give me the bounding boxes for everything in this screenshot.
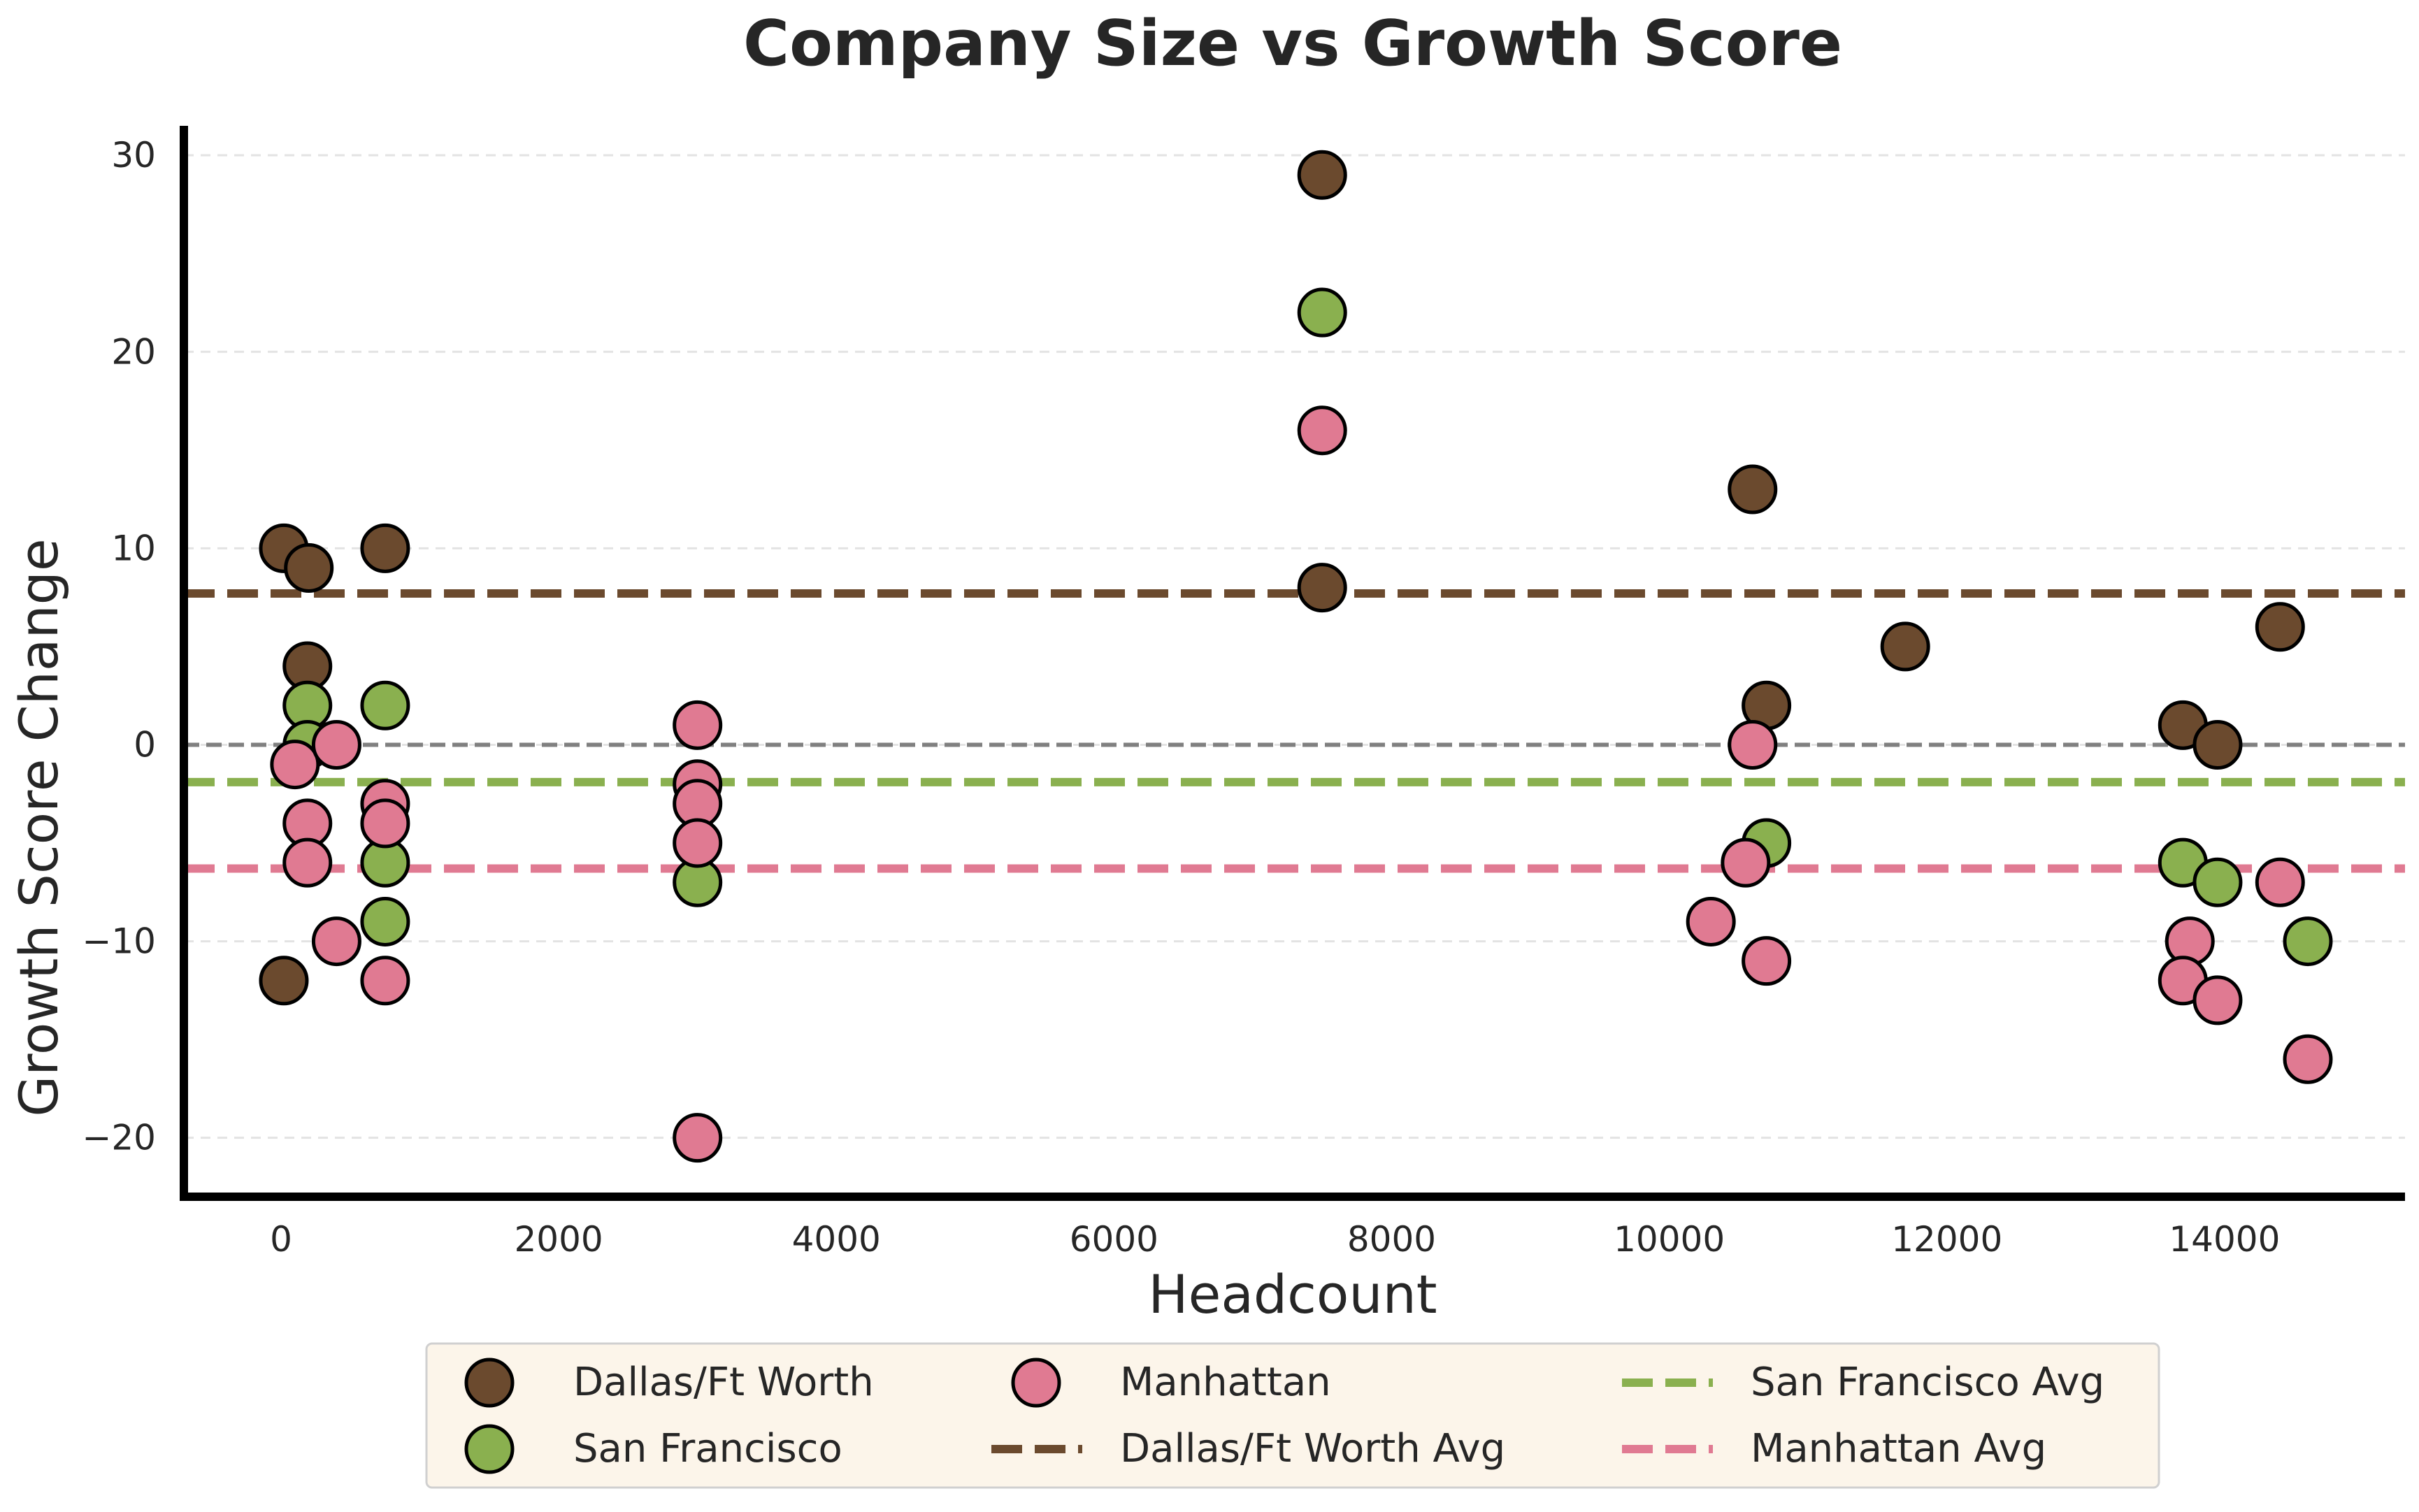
scatter-point <box>360 680 410 730</box>
scatter-point <box>2192 719 2243 770</box>
scatter-point <box>284 542 334 593</box>
x-tick-label: 8000 <box>1347 1219 1436 1260</box>
y-tick-label: −10 <box>82 921 156 962</box>
scatter-point <box>2255 602 2305 652</box>
y-axis-label: Growth Score Change <box>8 538 70 1116</box>
x-tick-labels: 0 2000 4000 6000 8000 10000 12000 14000 <box>270 1219 2280 1260</box>
legend-marker <box>464 1424 515 1474</box>
legend-label: Manhattan <box>1120 1360 1331 1405</box>
scatter-point <box>2283 916 2333 967</box>
scatter-point <box>282 837 333 888</box>
legend-label: San Francisco <box>573 1426 842 1471</box>
x-tick-label: 0 <box>270 1219 292 1260</box>
scatter-point <box>1297 405 1347 456</box>
legend-label: Dallas/Ft Worth <box>573 1360 874 1405</box>
y-tick-labels: −20 −10 0 10 20 30 <box>82 135 156 1158</box>
average-lines <box>184 589 2405 873</box>
scatter-point <box>2192 857 2243 907</box>
scatter-point <box>2255 857 2305 907</box>
scatter-point <box>1721 837 1771 888</box>
scatter-point <box>270 740 320 790</box>
chart-title: Company Size vs Growth Score <box>743 7 1842 80</box>
scatter-point <box>360 896 410 946</box>
scatter-point <box>360 798 410 849</box>
scatter-point <box>1880 621 1930 672</box>
legend-marker <box>1011 1358 1061 1408</box>
scatter-point <box>1686 896 1736 946</box>
legend-box <box>425 1342 2160 1489</box>
scatter-point <box>1728 719 1778 770</box>
scatter-point <box>1742 936 1792 986</box>
data-points <box>259 150 2333 1163</box>
x-tick-label: 4000 <box>792 1219 881 1260</box>
scatter-point <box>673 700 723 750</box>
x-axis-label: Headcount <box>1148 1263 1437 1325</box>
scatter-point <box>1728 464 1778 514</box>
y-tick-label: −20 <box>82 1118 156 1158</box>
scatter-point <box>311 916 361 967</box>
y-tick-label: 20 <box>111 331 156 372</box>
scatter-point <box>360 523 410 573</box>
axes <box>180 126 2405 1201</box>
legend-label: Manhattan Avg <box>1751 1426 2046 1471</box>
x-tick-label: 2000 <box>514 1219 603 1260</box>
scatter-point <box>2192 975 2243 1025</box>
scatter-point <box>2283 1034 2333 1084</box>
legend-marker <box>464 1358 515 1408</box>
scatter-point <box>1297 563 1347 613</box>
legend-label: San Francisco Avg <box>1751 1360 2104 1405</box>
x-tick-label: 12000 <box>1891 1219 2002 1260</box>
legend-label: Dallas/Ft Worth Avg <box>1120 1426 1505 1471</box>
x-tick-label: 6000 <box>1070 1219 1158 1260</box>
y-tick-label: 10 <box>111 528 156 568</box>
y-tick-label: 30 <box>111 135 156 175</box>
scatter-point <box>1297 287 1347 338</box>
scatter-point <box>673 818 723 868</box>
scatter-point <box>673 1113 723 1163</box>
y-tick-label: 0 <box>134 724 156 765</box>
legend: Dallas/Ft Worth San Francisco Manhattan Dal… <box>425 1342 2160 1489</box>
scatter-point <box>259 956 309 1006</box>
x-tick-label: 14000 <box>2169 1219 2280 1260</box>
x-tick-label: 10000 <box>1614 1219 1725 1260</box>
scatter-point <box>360 956 410 1006</box>
scatter-point <box>311 719 361 770</box>
scatter-point <box>1297 150 1347 200</box>
